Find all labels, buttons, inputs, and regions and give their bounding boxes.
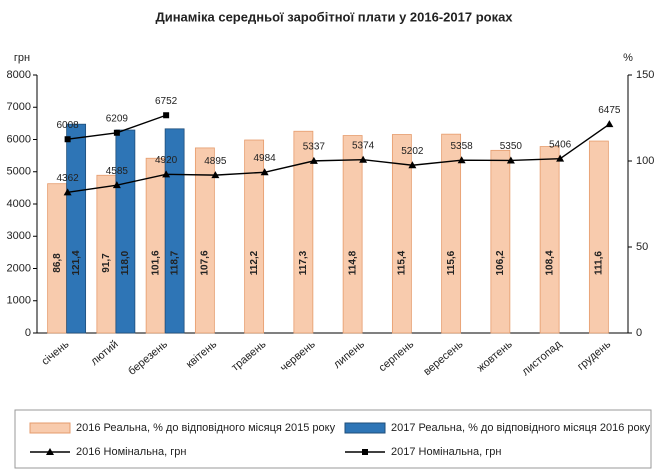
line-value-label: 5337 (303, 142, 326, 153)
bar-value-label: 115,6 (446, 250, 457, 275)
line-marker (112, 181, 121, 189)
bar-value-label: 121,4 (71, 250, 82, 275)
line-marker (457, 156, 466, 164)
bar (194, 147, 215, 334)
bar-value-label: 106,2 (495, 250, 506, 275)
line-value-label: 6752 (155, 96, 178, 107)
x-tick-label: липень (331, 338, 367, 371)
legend-label: 2017 Номінальна, грн (391, 446, 501, 458)
bar-value-label: 108,4 (544, 250, 555, 275)
bar (66, 123, 87, 334)
y-tick-label: 8000 (7, 69, 31, 81)
bar-value-label: 118,0 (120, 250, 131, 275)
line-marker (556, 154, 565, 162)
line-marker (260, 168, 269, 176)
line-value-label: 5406 (549, 139, 572, 150)
line-value-label: 4362 (57, 173, 80, 184)
legend-swatch (344, 422, 386, 434)
bar-value-label: 111,6 (594, 251, 605, 275)
line-value-label: 4895 (204, 156, 227, 167)
y-tick-label: 5000 (7, 166, 31, 178)
x-tick-label: січень (39, 338, 71, 368)
y-tick-label: 7000 (7, 101, 31, 113)
bar-value-label: 114,8 (347, 250, 358, 275)
line-marker (359, 155, 368, 163)
bar-value-label: 118,7 (169, 250, 180, 275)
bar (539, 146, 560, 334)
line (67, 123, 610, 194)
legend-marker (362, 449, 368, 455)
y2-axis-label: % (623, 52, 633, 64)
line-marker (605, 120, 614, 128)
line-marker (64, 136, 71, 143)
x-tick-label: червень (278, 338, 318, 374)
line-value-label: 6209 (106, 113, 129, 124)
line-marker (211, 171, 220, 179)
line-value-label: 4585 (106, 166, 129, 177)
x-tick-label: березень (126, 338, 170, 378)
line-marker (113, 129, 120, 136)
legend-label: 2016 Номінальна, грн (76, 446, 186, 458)
legend-marker (46, 448, 54, 455)
line-value-label: 5374 (352, 140, 375, 151)
x-tick-label: листопад (520, 338, 565, 378)
x-tick-label: травень (229, 338, 268, 374)
line-value-label: 4984 (254, 153, 277, 164)
line-value-label: 5350 (500, 141, 523, 152)
bar (145, 157, 166, 334)
bar (293, 130, 314, 334)
line-marker (163, 112, 170, 119)
y-tick-label: 0 (25, 327, 31, 339)
bar-value-label: 107,6 (200, 250, 211, 275)
bar (244, 139, 265, 334)
bar (115, 129, 136, 334)
line-value-label: 5358 (451, 141, 474, 152)
y-axis-label: грн (14, 52, 30, 64)
line-marker (63, 188, 72, 196)
line-value-label: 5202 (401, 146, 424, 157)
legend-label: 2017 Реальна, % до відповідного місяця 2… (391, 422, 651, 434)
x-tick-label: жовтень (475, 338, 515, 374)
y2-tick-label: 0 (636, 327, 642, 339)
bar (490, 149, 511, 334)
y2-tick-label: 150 (636, 69, 654, 81)
bar (588, 140, 609, 334)
x-tick-label: лютий (89, 338, 121, 368)
bar-value-label: 115,4 (397, 250, 408, 275)
bar-value-label: 101,6 (150, 250, 161, 275)
legend-label: 2016 Реальна, % до відповідного місяця 2… (76, 422, 336, 434)
y2-tick-label: 100 (636, 155, 654, 167)
legend-box (14, 409, 652, 469)
y-tick-label: 2000 (7, 262, 31, 274)
line-marker (162, 170, 171, 178)
bar (342, 135, 363, 334)
x-tick-label: грудень (575, 338, 613, 373)
y2-tick-label: 50 (636, 241, 648, 253)
line-value-label: 6008 (57, 120, 80, 131)
bar-value-label: 117,3 (298, 250, 309, 275)
line-marker (506, 156, 515, 164)
y-tick-label: 3000 (7, 230, 31, 242)
bar (441, 133, 462, 334)
bar (164, 128, 185, 334)
x-tick-label: квітень (184, 338, 219, 370)
bar-value-label: 86,8 (52, 253, 63, 273)
x-tick-label: серпень (377, 338, 417, 374)
legend-swatch (29, 422, 71, 434)
y-tick-label: 1000 (7, 295, 31, 307)
chart-title: Динаміка середньої заробітної плати у 20… (155, 9, 513, 24)
bar (391, 134, 412, 334)
y-tick-label: 4000 (7, 198, 31, 210)
x-tick-label: вересень (421, 338, 465, 378)
line-value-label: 6475 (598, 105, 621, 116)
line-marker (408, 161, 417, 169)
y-tick-label: 6000 (7, 133, 31, 145)
line-marker (309, 156, 318, 164)
bar-value-label: 112,2 (249, 250, 260, 275)
line-value-label: 4920 (155, 155, 178, 166)
bar-value-label: 91,7 (101, 253, 112, 273)
